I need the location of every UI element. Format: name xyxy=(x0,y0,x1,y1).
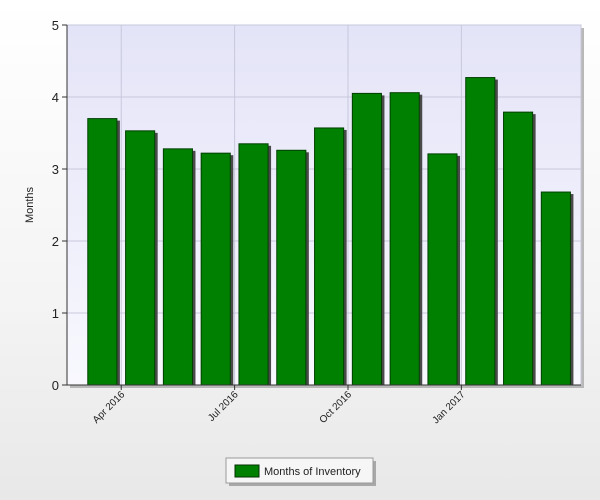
y-tick-label: 5 xyxy=(52,18,59,33)
y-tick-label: 2 xyxy=(52,234,59,249)
bar-7 xyxy=(314,127,345,386)
y-tick-label: 4 xyxy=(52,90,59,105)
bar-4 xyxy=(200,152,231,386)
x-tick-label: Oct 2016 xyxy=(318,389,355,426)
bars xyxy=(87,77,574,386)
bar-10 xyxy=(427,153,458,386)
x-tick-label: Apr 2016 xyxy=(91,389,128,426)
y-ticks: 0 1 2 3 4 5 xyxy=(52,18,67,393)
bar-3 xyxy=(162,148,193,386)
x-tick-label: Jul 2016 xyxy=(206,389,241,424)
x-ticks: Apr 2016 Jul 2016 Oct 2016 Jan 2017 xyxy=(91,385,468,426)
bar-9 xyxy=(389,92,420,386)
y-axis-title: Months xyxy=(24,186,36,223)
y-tick-label: 1 xyxy=(52,306,59,321)
bar-2 xyxy=(125,130,156,386)
y-tick-label: 0 xyxy=(52,378,59,393)
bar-8 xyxy=(351,92,382,386)
bar-13 xyxy=(540,191,571,386)
bar-1 xyxy=(87,118,118,386)
legend-label: Months of Inventory xyxy=(264,466,361,478)
legend: Months of Inventory xyxy=(225,457,376,486)
bar-12 xyxy=(503,111,534,386)
x-tick-label: Jan 2017 xyxy=(431,389,468,426)
bar-6 xyxy=(276,149,307,386)
y-tick-label: 3 xyxy=(52,162,59,177)
bar-11 xyxy=(465,77,496,386)
legend-swatch xyxy=(234,464,260,478)
bar-5 xyxy=(238,143,269,386)
